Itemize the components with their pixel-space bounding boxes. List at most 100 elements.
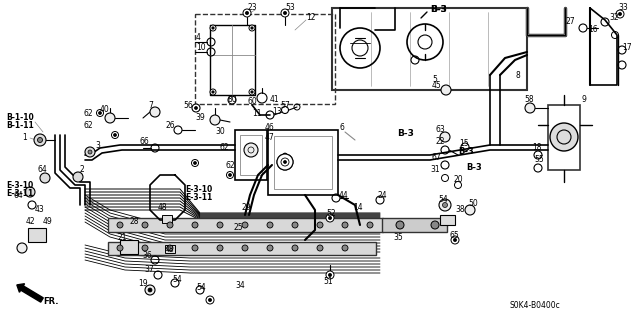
- Text: 19: 19: [138, 279, 148, 288]
- Text: 5: 5: [432, 76, 437, 85]
- Text: 80: 80: [228, 95, 237, 105]
- Circle shape: [283, 153, 287, 157]
- Circle shape: [148, 288, 152, 292]
- Text: 66: 66: [140, 137, 150, 146]
- Text: S0K4-B0400c: S0K4-B0400c: [510, 301, 561, 310]
- Circle shape: [192, 222, 198, 228]
- Text: 22: 22: [436, 137, 445, 146]
- Text: 20: 20: [453, 175, 463, 184]
- Circle shape: [284, 160, 287, 164]
- Circle shape: [317, 222, 323, 228]
- Circle shape: [97, 109, 104, 116]
- Circle shape: [150, 107, 160, 117]
- Circle shape: [210, 25, 216, 31]
- Circle shape: [616, 10, 624, 18]
- Circle shape: [367, 222, 373, 228]
- Text: 45: 45: [432, 80, 442, 90]
- Circle shape: [281, 158, 289, 166]
- Circle shape: [167, 245, 173, 251]
- Bar: [440, 215, 455, 225]
- Circle shape: [267, 245, 273, 251]
- Text: 36: 36: [142, 250, 152, 259]
- Text: 17: 17: [622, 43, 632, 53]
- Circle shape: [193, 161, 196, 165]
- Text: 40: 40: [100, 106, 109, 115]
- Text: 13: 13: [272, 108, 282, 116]
- Circle shape: [142, 222, 148, 228]
- Circle shape: [292, 245, 298, 251]
- Text: 23: 23: [248, 4, 258, 12]
- Circle shape: [210, 115, 220, 125]
- Text: B-3: B-3: [430, 5, 447, 14]
- Text: 2: 2: [80, 166, 84, 174]
- Circle shape: [431, 221, 439, 229]
- Text: 18: 18: [532, 144, 541, 152]
- Circle shape: [145, 285, 155, 295]
- Circle shape: [40, 173, 50, 183]
- Text: 35: 35: [393, 234, 403, 242]
- Text: 29: 29: [242, 204, 252, 212]
- Text: 48: 48: [165, 246, 175, 255]
- Text: 25: 25: [233, 224, 243, 233]
- Circle shape: [25, 187, 35, 197]
- Text: 16: 16: [588, 26, 598, 34]
- Text: 54: 54: [196, 284, 205, 293]
- Circle shape: [167, 222, 173, 228]
- Text: B-3: B-3: [397, 129, 414, 137]
- Circle shape: [242, 222, 248, 228]
- Text: 64: 64: [37, 166, 47, 174]
- Circle shape: [328, 273, 332, 277]
- Text: 64: 64: [13, 190, 23, 199]
- Circle shape: [195, 107, 198, 109]
- Text: 6: 6: [340, 123, 345, 132]
- Text: 44: 44: [339, 191, 349, 201]
- Circle shape: [441, 85, 451, 95]
- Bar: [108, 218, 383, 232]
- Text: B-3: B-3: [458, 147, 474, 157]
- Circle shape: [142, 245, 148, 251]
- Bar: [332, 8, 527, 90]
- Text: 41: 41: [270, 95, 280, 105]
- Text: B-1-11: B-1-11: [6, 122, 34, 130]
- Text: 10: 10: [196, 43, 205, 53]
- Circle shape: [249, 25, 255, 31]
- Text: 9: 9: [582, 95, 587, 105]
- Text: 43: 43: [35, 205, 45, 214]
- Text: 48: 48: [158, 204, 168, 212]
- Circle shape: [525, 103, 535, 113]
- Circle shape: [618, 12, 621, 16]
- Text: 55: 55: [534, 155, 544, 165]
- Circle shape: [342, 245, 348, 251]
- Text: 56: 56: [183, 101, 193, 110]
- Text: 8: 8: [516, 70, 521, 79]
- Text: 58: 58: [524, 95, 534, 105]
- Circle shape: [277, 154, 293, 170]
- Circle shape: [342, 222, 348, 228]
- Circle shape: [228, 174, 232, 176]
- Circle shape: [117, 222, 123, 228]
- Circle shape: [277, 154, 293, 170]
- Text: 62: 62: [83, 108, 93, 117]
- Text: 12: 12: [306, 13, 316, 23]
- Text: 21: 21: [118, 234, 127, 242]
- Circle shape: [99, 112, 102, 115]
- Circle shape: [88, 150, 92, 154]
- Text: 32: 32: [609, 12, 619, 21]
- Circle shape: [442, 203, 447, 207]
- Circle shape: [326, 271, 334, 279]
- Text: 42: 42: [26, 218, 36, 226]
- Text: 11: 11: [252, 108, 262, 117]
- Text: 57: 57: [280, 101, 290, 110]
- Bar: [548, 105, 580, 170]
- Text: 7: 7: [148, 101, 153, 110]
- Circle shape: [287, 157, 291, 161]
- Text: 47: 47: [265, 133, 275, 143]
- Bar: [195, 14, 335, 104]
- Circle shape: [249, 89, 255, 95]
- Text: 3: 3: [95, 142, 100, 151]
- Text: E-3-11: E-3-11: [6, 189, 33, 197]
- Circle shape: [85, 147, 95, 157]
- Bar: [28, 228, 46, 242]
- Bar: [382, 218, 447, 232]
- Text: 30: 30: [215, 128, 225, 137]
